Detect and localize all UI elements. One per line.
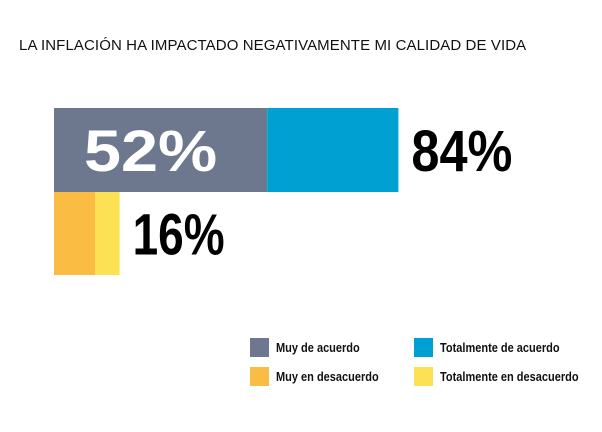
legend-swatch bbox=[414, 367, 433, 386]
legend-item-totalmente-en-desacuerdo: Totalmente en desacuerdo bbox=[414, 367, 594, 386]
legend-item-muy-en-desacuerdo: Muy en desacuerdo bbox=[250, 367, 414, 386]
chart-title: LA INFLACIÓN HA IMPACTADO NEGATIVAMENTE … bbox=[19, 37, 527, 54]
legend-item-muy-de-acuerdo: Muy de acuerdo bbox=[250, 338, 414, 357]
legend-swatch bbox=[414, 338, 433, 357]
legend-label: Muy en desacuerdo bbox=[276, 369, 379, 384]
legend-label: Totalmente en desacuerdo bbox=[440, 369, 579, 384]
bar-muy-en-desacuerdo bbox=[54, 192, 95, 275]
legend-item-totalmente-de-acuerdo: Totalmente de acuerdo bbox=[414, 338, 594, 357]
legend-label: Totalmente de acuerdo bbox=[440, 340, 560, 355]
segment-label-muy-de-acuerdo: 52% bbox=[84, 119, 217, 184]
legend-label: Muy de acuerdo bbox=[276, 340, 360, 355]
bar-totalmente-en-desacuerdo bbox=[95, 192, 120, 275]
legend-swatch bbox=[250, 338, 269, 357]
legend-swatch bbox=[250, 367, 269, 386]
chart-legend: Muy de acuerdo Totalmente de acuerdo Muy… bbox=[250, 338, 594, 386]
bar-muy-de-acuerdo bbox=[54, 108, 268, 192]
total-label-de-acuerdo: 84% bbox=[411, 119, 512, 184]
total-label-en-desacuerdo: 16% bbox=[133, 203, 225, 268]
bar-totalmente-de-acuerdo bbox=[267, 108, 399, 192]
